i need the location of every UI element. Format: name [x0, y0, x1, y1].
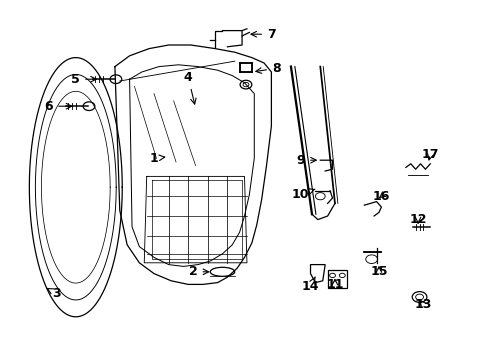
- Text: 13: 13: [413, 298, 431, 311]
- Text: 4: 4: [183, 71, 196, 104]
- Text: 6: 6: [44, 100, 72, 113]
- Bar: [327, 270, 346, 288]
- Text: 1: 1: [149, 152, 164, 165]
- Text: 10: 10: [291, 188, 314, 201]
- Text: 11: 11: [325, 278, 343, 291]
- Text: 12: 12: [408, 213, 426, 226]
- Text: 15: 15: [369, 265, 387, 278]
- Text: 7: 7: [250, 28, 275, 41]
- Text: 3: 3: [47, 287, 61, 300]
- Text: 8: 8: [255, 62, 280, 75]
- Text: 17: 17: [421, 148, 438, 161]
- Text: 9: 9: [296, 154, 316, 167]
- Text: 16: 16: [372, 190, 389, 203]
- Text: 2: 2: [188, 265, 208, 278]
- Text: 14: 14: [301, 277, 319, 293]
- Text: 5: 5: [71, 73, 96, 86]
